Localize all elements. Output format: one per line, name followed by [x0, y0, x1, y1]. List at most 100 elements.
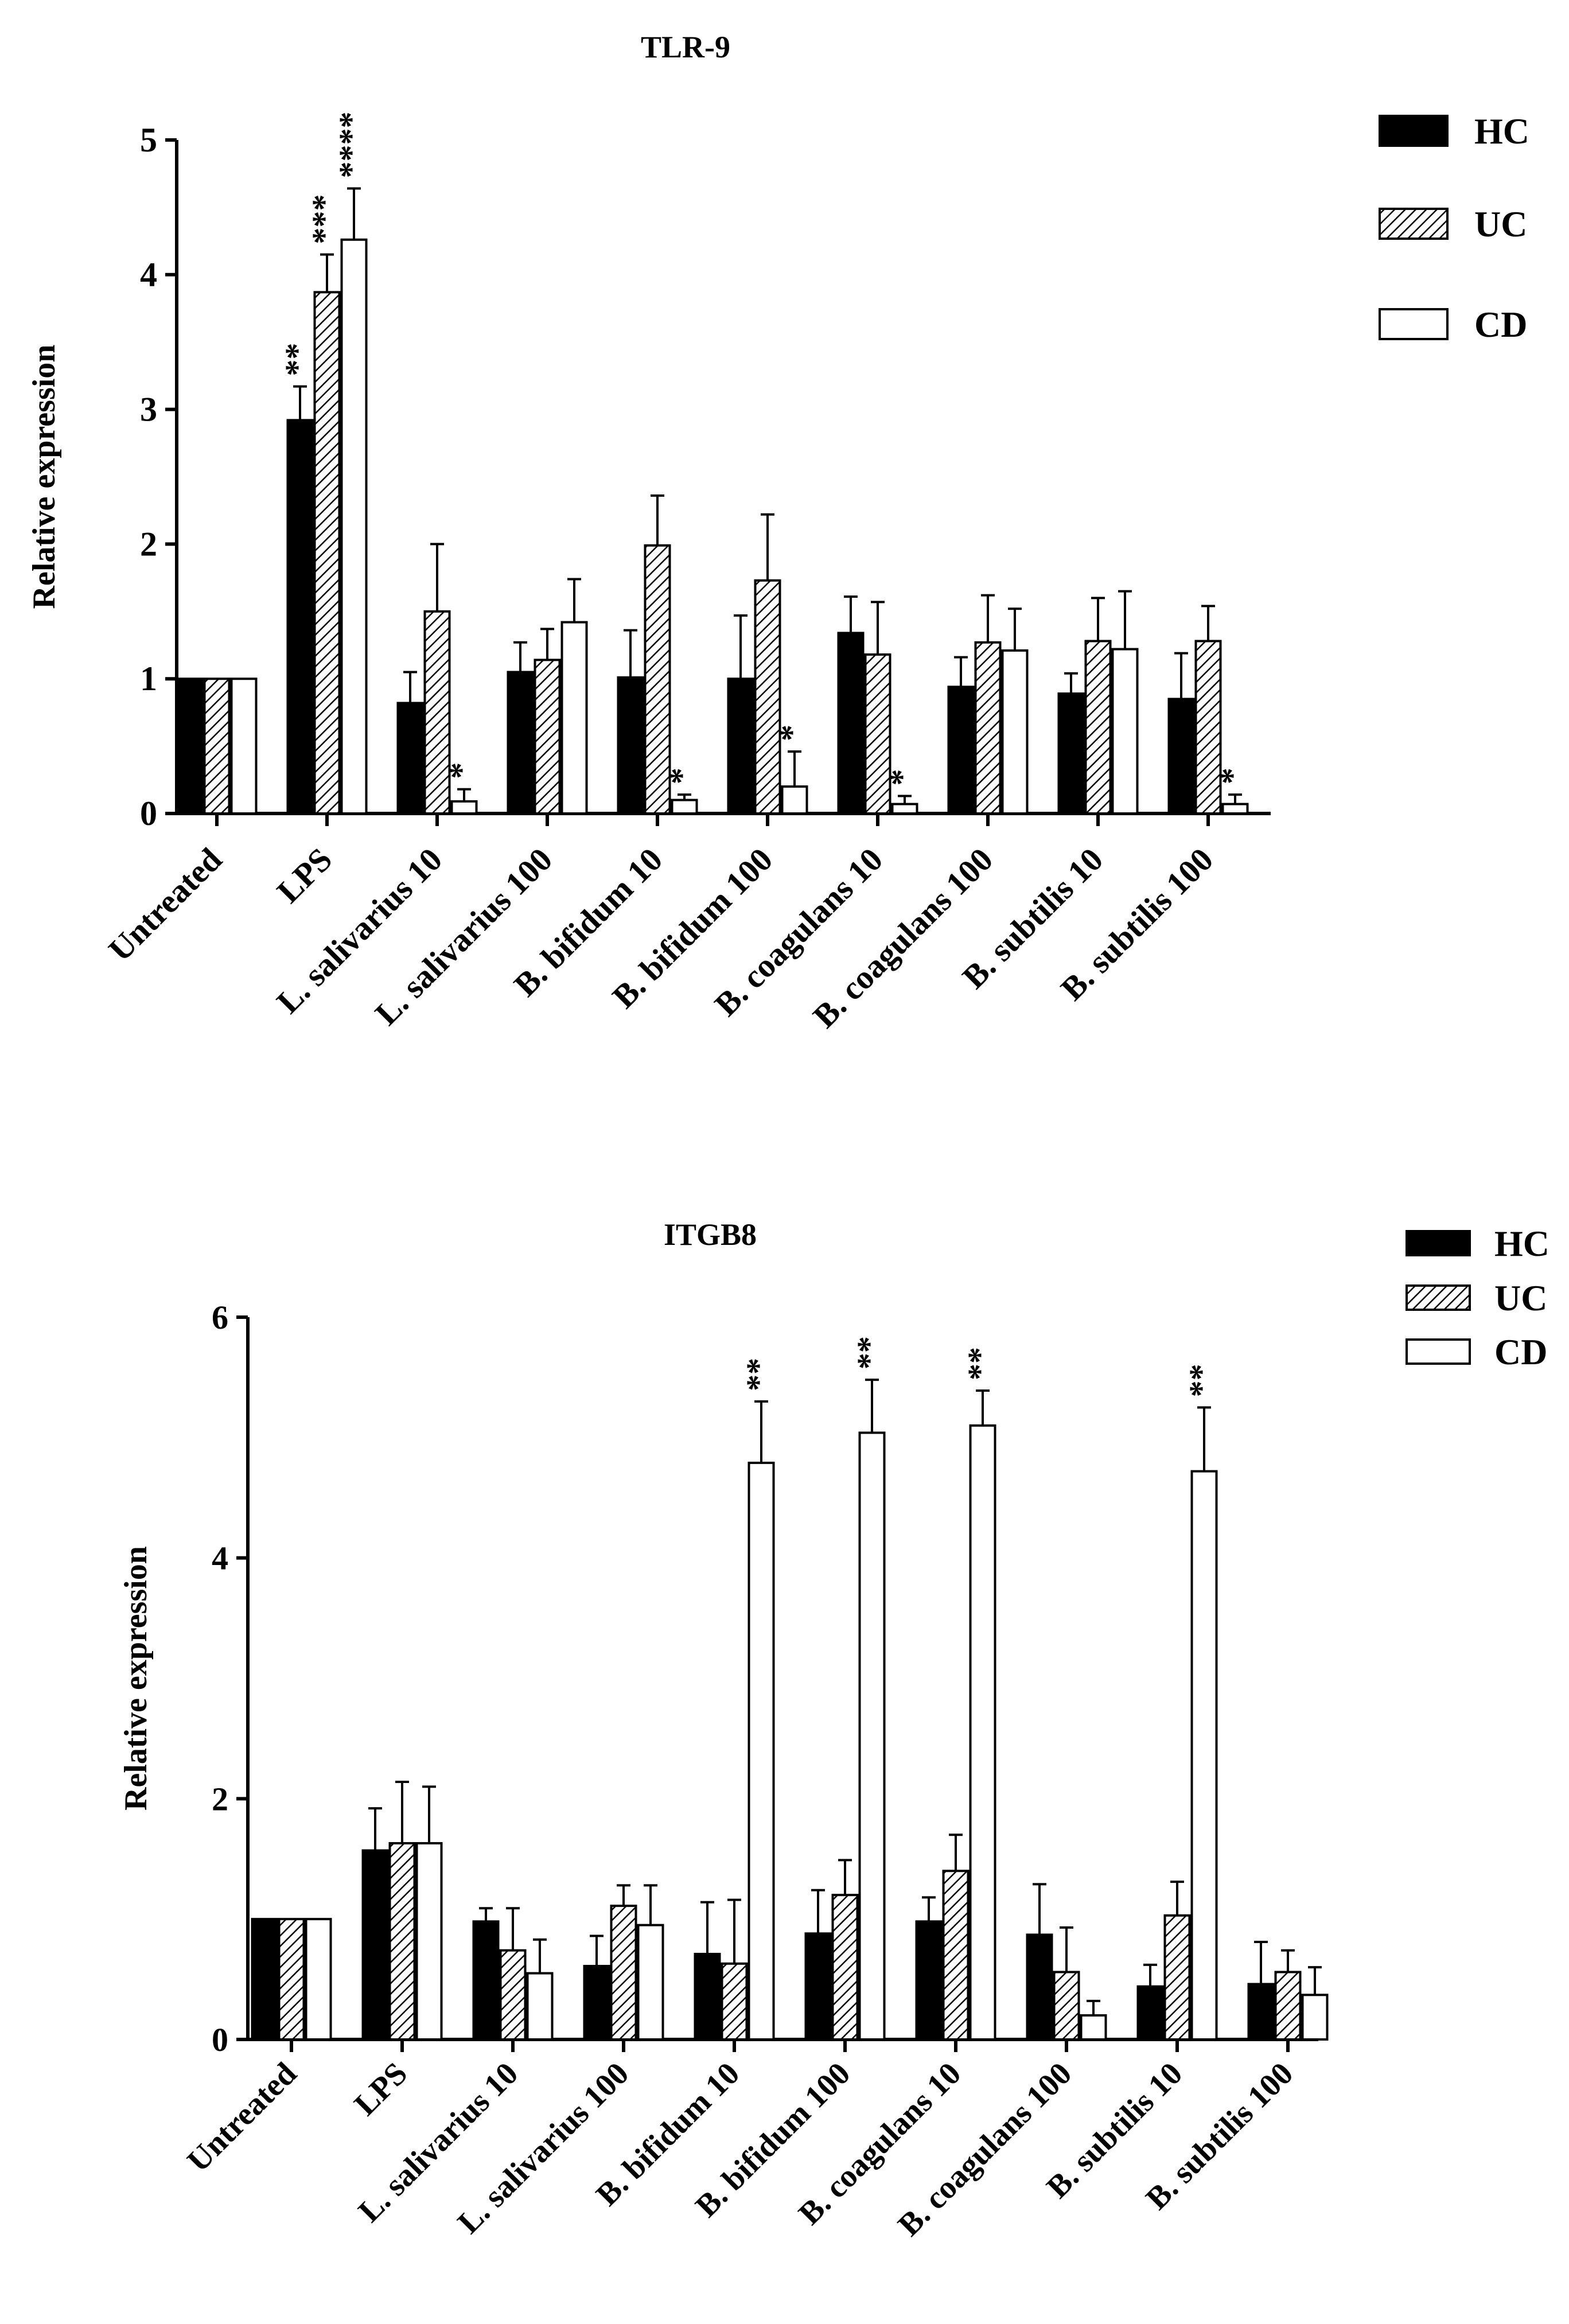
tlr-9-significance-mark: *: [883, 769, 920, 785]
itgb8-bar-cd: [637, 1924, 664, 2041]
itgb8-bar-hc: [251, 1918, 278, 2041]
tlr-9-bar-uc: [313, 291, 341, 815]
tlr-9-bar-cd: [1111, 648, 1139, 815]
itgb8-bar-hc: [1136, 1985, 1164, 2041]
tlr-9-bar-hc: [1057, 692, 1085, 815]
itgb8-bar-uc: [942, 1870, 970, 2041]
tlr-9-bar-hc: [727, 678, 754, 815]
itgb8-bar-hc: [472, 1920, 500, 2041]
itgb8-bar-uc: [1053, 1971, 1080, 2041]
itgb8-y-axis-label: Relative expression: [118, 1546, 154, 1811]
itgb8-bar-uc: [1274, 1971, 1302, 2041]
itgb8-bar-uc: [278, 1918, 305, 2041]
tlr9-chart: TLR-9 Relative expression 0 1 2 3 4 5 Untreated L…: [26, 30, 1529, 1035]
tlr-9-bar-cd: [1221, 803, 1249, 815]
tlr-9-y-tick-label: 5: [140, 121, 157, 159]
itgb8-legend-swatch-cd: [1406, 1338, 1471, 1365]
itgb8-significance-mark: **: [850, 1336, 887, 1369]
itgb8-bar-hc: [694, 1953, 721, 2041]
itgb8-legend-label-hc: HC: [1494, 1223, 1549, 1264]
tlr-9-legend-label-uc: UC: [1474, 204, 1527, 244]
tlr-9-y-tick-label: 0: [140, 795, 157, 832]
tlr-9-bar-cd: [1001, 649, 1029, 815]
tlr-9-bar-cd: [340, 238, 368, 815]
itgb8-legend-swatch-hc: [1406, 1230, 1471, 1256]
itgb8-bar-hc: [804, 1932, 832, 2041]
tlr-9-y-axis-label: Relative expression: [26, 345, 62, 609]
itgb8-bar-uc: [610, 1905, 637, 2041]
itgb8-category-label: LPS: [348, 2056, 414, 2122]
itgb8-bar-hc: [1026, 1933, 1053, 2041]
tlr-9-legend-swatch-hc: [1379, 115, 1449, 147]
tlr-9-bar-uc: [203, 678, 231, 815]
itgb8-y-tick-label: 6: [212, 1299, 228, 1336]
itgb8-bar-uc: [388, 1842, 416, 2041]
tlr-9-bar-uc: [864, 653, 891, 815]
tlr-9-significance-mark: ****: [332, 112, 369, 178]
tlr-9-category-label: Untreated: [101, 840, 229, 968]
tlr-9-bar-uc: [1084, 640, 1112, 815]
tlr-9-bar-hc: [507, 671, 534, 815]
tlr-9-bar-hc: [947, 686, 975, 815]
itgb8-y-tick-label: 0: [212, 2021, 228, 2058]
tlr-9-title: TLR-9: [641, 30, 730, 64]
tlr-9-significance-mark: *: [442, 762, 480, 779]
tlr-9-category-label: LPS: [270, 840, 339, 910]
tlr-9-y-tick-label: 4: [140, 256, 157, 294]
itgb8-bar-uc: [831, 1894, 859, 2041]
itgb8-chart: ITGB8 Relative expression 0 2 4 6 Untreated LPS…: [118, 1217, 1549, 2243]
itgb8-bar-cd: [1190, 1470, 1218, 2041]
tlr-9-bar-hc: [617, 676, 644, 815]
tlr-9-bar-cd: [781, 785, 808, 815]
itgb8-significance-mark: **: [1182, 1364, 1220, 1397]
tlr-9-significance-mark: *: [1213, 768, 1251, 784]
tlr-9-bar-hc: [396, 702, 424, 815]
itgb8-y-tick-label: 2: [212, 1780, 228, 1817]
tlr-9-y-tick-label: 2: [140, 525, 157, 563]
itgb8-category-label: Untreated: [181, 2056, 304, 2179]
tlr-9-bar-uc: [974, 641, 1002, 815]
itgb8-legend-label-cd: CD: [1494, 1332, 1547, 1372]
tlr-9-bar-hc: [286, 419, 314, 815]
itgb8-bar-cd: [1080, 2014, 1107, 2041]
itgb8-bar-uc: [721, 1962, 748, 2041]
tlr-9-bar-uc: [644, 544, 671, 815]
tlr-9-bar-cd: [230, 678, 258, 815]
tlr-9-significance-mark: *: [773, 725, 810, 741]
itgb8-bar-cd: [305, 1918, 332, 2041]
tlr-9-bar-uc: [534, 659, 561, 815]
itgb8-bar-cd: [969, 1424, 996, 2041]
tlr-9-y-tick-label: 3: [140, 391, 157, 429]
itgb8-bar-hc: [1247, 1983, 1275, 2041]
itgb8-significance-mark: **: [961, 1347, 998, 1380]
tlr-9-bar-cd: [891, 803, 918, 815]
tlr-9-significance-mark: *: [663, 768, 700, 784]
itgb8-bar-hc: [915, 1920, 943, 2041]
tlr-9-bar-cd: [560, 621, 588, 815]
itgb8-bar-hc: [583, 1965, 610, 2041]
tlr-9-bar-uc: [754, 579, 781, 815]
tlr-9-bar-hc: [1167, 698, 1195, 815]
tlr-9-bar-cd: [671, 799, 698, 815]
tlr-9-bar-uc: [423, 610, 451, 815]
tlr-9-bar-cd: [450, 800, 478, 815]
itgb8-bar-cd: [1301, 1994, 1329, 2041]
tlr-9-legend-label-cd: CD: [1474, 304, 1527, 345]
itgb8-bar-cd: [415, 1842, 443, 2041]
itgb8-title: ITGB8: [664, 1217, 757, 1252]
itgb8-bar-uc: [1163, 1914, 1191, 2041]
tlr-9-bar-uc: [1194, 640, 1222, 815]
tlr-9-legend-swatch-cd: [1379, 308, 1449, 340]
itgb8-bar-cd: [526, 1972, 554, 2041]
tlr-9-y-tick-label: 1: [140, 660, 157, 698]
tlr-9-bar-hc: [176, 678, 204, 815]
tlr-9-legend-label-hc: HC: [1474, 111, 1529, 151]
tlr-9-significance-mark: ***: [305, 194, 342, 244]
itgb8-legend-label-uc: UC: [1494, 1278, 1547, 1318]
tlr-9-legend-swatch-uc: [1379, 208, 1449, 240]
itgb8-bar-cd: [858, 1431, 886, 2041]
itgb8-y-tick-label: 4: [212, 1540, 228, 1577]
itgb8-bar-cd: [747, 1461, 775, 2041]
tlr-9-significance-mark: **: [278, 343, 316, 376]
